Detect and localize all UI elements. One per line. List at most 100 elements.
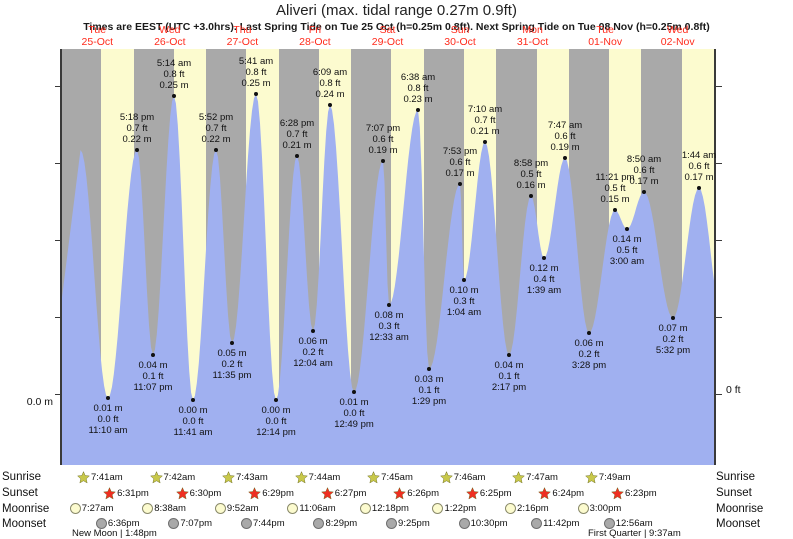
tide-label-line-1: 0.8 ft <box>163 69 185 80</box>
tide-point-22 <box>542 256 546 260</box>
tide-label-line-1: 0.7 ft <box>126 123 148 134</box>
moon-moonset-icon <box>313 518 325 529</box>
tide-label-high-9: 6:28 pm 0.7 ft 0.21 m <box>252 118 342 151</box>
moon-moonrise-icon <box>505 503 517 514</box>
day-date: 31-Oct <box>516 36 549 48</box>
tide-label-line-2: 0.17 m <box>445 168 475 179</box>
tide-label-low-26: 0.14 m 0.5 ft 3:00 am <box>582 234 672 267</box>
star-icon <box>611 487 624 500</box>
tide-point-4 <box>191 398 195 402</box>
day-date: 02-Nov <box>660 36 695 48</box>
y-axis-right-label: 0 ft <box>726 384 741 396</box>
tide-label-low-6: 0.05 m 0.2 ft 11:35 pm <box>187 348 277 381</box>
star-icon <box>103 487 116 500</box>
tide-label-line-0: 5:14 am <box>156 58 192 69</box>
moonrise-time: 11:06am <box>299 503 336 514</box>
sunrise-event-6: 7:47am <box>512 471 558 484</box>
moonrise-event-5: 1:22pm <box>432 503 476 514</box>
day-of-week: Sat <box>379 24 396 36</box>
tide-label-line-0: 0.00 m <box>178 405 208 416</box>
tick-right-4 <box>716 394 722 395</box>
row-label-sunset-right: Sunset <box>716 487 752 499</box>
y-axis-left-label: 0.0 m <box>26 396 53 408</box>
moonset-event-3: 8:29pm <box>313 518 357 529</box>
row-label-sunset-left: Sunset <box>2 487 38 499</box>
day-date: 01-Nov <box>588 36 623 48</box>
moon-moonset-icon <box>531 518 543 529</box>
tide-point-8 <box>274 398 278 402</box>
tick-right-1 <box>716 163 722 164</box>
moon-phase-1: First Quarter | 9:37am <box>588 528 681 539</box>
tide-point-19 <box>483 140 487 144</box>
day-date: 25-Oct <box>81 36 114 48</box>
tide-label-line-2: 0.22 m <box>122 134 152 145</box>
sunrise-time: 7:47am <box>526 472 558 483</box>
moonrise-event-2: 9:52am <box>214 503 259 514</box>
tide-point-27 <box>642 190 646 194</box>
moon-moonset-icon <box>168 518 180 529</box>
tide-point-1 <box>135 148 139 152</box>
tide-curve <box>61 94 714 465</box>
sunrise-time: 7:43am <box>236 472 268 483</box>
tide-label-line-2: 11:41 am <box>173 427 213 438</box>
tide-label-line-1: 0.8 ft <box>245 67 267 78</box>
star-icon <box>222 471 235 484</box>
tide-label-line-1: 0.2 ft <box>662 334 684 345</box>
tide-label-line-0: 11:21 pm <box>595 172 635 183</box>
moonrise-event-0: 7:27am <box>69 503 113 514</box>
tide-label-line-0: 5:18 pm <box>119 112 155 123</box>
tide-label-high-27: 8:50 am 0.6 ft 0.17 m <box>599 154 689 187</box>
star-icon <box>538 487 552 500</box>
tide-label-line-2: 5:32 pm <box>655 345 691 356</box>
tide-label-line-1: 0.6 ft <box>688 161 710 172</box>
moon-moonrise-icon <box>577 503 589 514</box>
moon-moonset-icon <box>240 518 252 529</box>
day-header-1: Wed 26-Oct <box>134 24 207 48</box>
tide-label-line-0: 5:52 pm <box>198 112 234 123</box>
star-icon <box>465 487 479 500</box>
tide-point-28 <box>671 316 675 320</box>
tide-label-line-1: 0.6 ft <box>372 134 394 145</box>
moonset-event-0: 6:36pm <box>95 518 140 529</box>
tide-label-line-2: 0.23 m <box>403 94 433 105</box>
moon-moonset-icon <box>603 518 615 529</box>
tide-point-12 <box>352 390 356 394</box>
tide-label-line-1: 0.4 ft <box>533 274 555 285</box>
tide-label-line-0: 0.01 m <box>93 403 123 414</box>
day-of-week: Mon <box>522 24 543 36</box>
sunrise-event-0: 7:41am <box>77 471 123 484</box>
tide-label-high-7: 5:41 am 0.8 ft 0.25 m <box>211 56 301 89</box>
tide-label-line-2: 0.25 m <box>241 78 271 89</box>
sunrise-event-1: 7:42am <box>149 471 196 484</box>
moon-moonset-icon <box>95 518 107 529</box>
moonset-event-7: 12:56am <box>603 518 653 529</box>
tide-label-high-23: 7:47 am 0.6 ft 0.19 m <box>520 120 610 153</box>
tide-label-high-21: 8:58 pm 0.5 ft 0.16 m <box>486 158 576 191</box>
tide-label-high-15: 6:38 am 0.8 ft 0.23 m <box>373 72 463 105</box>
tide-label-line-1: 0.2 ft <box>221 359 243 370</box>
tide-label-line-1: 0.3 ft <box>453 296 475 307</box>
sunset-event-3: 6:27pm <box>320 487 366 500</box>
tide-label-line-0: 6:38 am <box>400 72 436 83</box>
sunrise-time: 7:42am <box>163 472 196 483</box>
tide-label-line-0: 7:07 pm <box>365 123 401 134</box>
star-icon <box>367 471 381 484</box>
tide-label-line-1: 0.1 ft <box>498 371 520 382</box>
moon-moonrise-icon <box>287 503 299 514</box>
moonrise-event-1: 8:38am <box>142 503 186 514</box>
tide-label-line-0: 6:09 am <box>312 67 348 78</box>
tide-label-line-1: 0.8 ft <box>319 78 341 89</box>
sunrise-time: 7:49am <box>598 472 631 483</box>
star-icon <box>175 487 189 500</box>
moonrise-event-3: 11:06am <box>287 503 336 514</box>
star-icon <box>439 471 453 484</box>
tide-label-line-0: 0.12 m <box>529 263 559 274</box>
tide-label-line-2: 12:33 am <box>369 332 409 343</box>
tide-label-line-1: 0.7 ft <box>205 123 227 134</box>
tide-label-line-0: 8:50 am <box>626 154 662 165</box>
tide-point-7 <box>254 92 258 96</box>
tide-label-line-0: 0.14 m <box>612 234 642 245</box>
tide-label-line-1: 0.0 ft <box>182 416 204 427</box>
star-icon <box>512 471 526 484</box>
